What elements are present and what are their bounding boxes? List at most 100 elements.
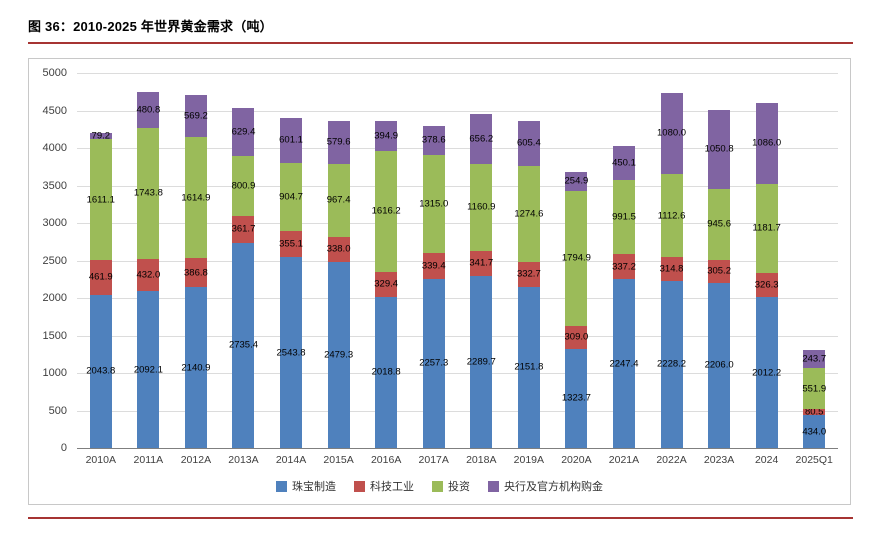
y-axis: 0 500 1000 1500 2000 2500 3000 3500 4000 4500 5000 xyxy=(29,67,73,454)
bar-segment-label: 1616.2 xyxy=(371,205,401,217)
gridline xyxy=(77,73,838,74)
bottom-divider xyxy=(28,517,853,519)
bar-segment: 1616.2 xyxy=(372,150,401,272)
bar-segment: 656.2 xyxy=(469,114,494,164)
bar-segment: 480.8 xyxy=(136,91,160,128)
legend-label: 珠宝制造 xyxy=(292,481,336,493)
bar-segment: 450.1 xyxy=(612,146,636,180)
x-tick-label: 2019A xyxy=(513,454,545,466)
bar-segment: 338.0 xyxy=(326,236,351,263)
chart-legend: 珠宝制造 科技工业 投资 央行及官方机构购金 xyxy=(29,478,850,494)
bar-segment: 339.4 xyxy=(422,253,446,279)
bar-segment: 605.4 xyxy=(516,120,541,167)
bar-segment: 904.7 xyxy=(279,162,303,231)
bar-segment: 332.7 xyxy=(517,261,541,287)
legend-swatch xyxy=(488,480,499,492)
plot-area: 2043.8 461.9 1611.1 79.2 2092.1 432.0 1743.8 48… xyxy=(77,73,838,449)
x-tick-label: 2012A xyxy=(180,454,212,466)
bar-segment-label: 2228.2 xyxy=(657,358,687,370)
x-tick-label: 2011A xyxy=(133,454,164,466)
bar-segment: 1743.8 xyxy=(134,127,163,259)
bar-segment: 991.5 xyxy=(612,179,636,255)
bar-segment-label: 656.2 xyxy=(469,133,494,145)
x-tick-label: 2022A xyxy=(656,454,687,466)
legend-item: 投资 xyxy=(432,478,470,494)
bar-segment: 2140.9 xyxy=(181,287,210,448)
y-tick-label: 1000 xyxy=(42,367,67,379)
bar-segment-label: 378.6 xyxy=(421,134,446,146)
bar-segment: 305.2 xyxy=(707,259,731,283)
bar-segment: 2247.4 xyxy=(609,279,639,448)
bar-segment-label: 2543.8 xyxy=(276,346,306,358)
bar-segment: 967.4 xyxy=(327,164,350,237)
bar-segment: 551.9 xyxy=(802,368,826,410)
bar-segment-label: 338.0 xyxy=(326,243,351,255)
bar-segment: 1611.1 xyxy=(87,139,115,261)
bar-segment-label: 2247.4 xyxy=(609,357,639,369)
bar-segment-label: 579.6 xyxy=(326,136,351,148)
bar-segment-label: 2043.8 xyxy=(86,365,116,377)
y-tick-label: 2000 xyxy=(42,292,67,304)
legend-item: 央行及官方机构购金 xyxy=(488,478,603,494)
x-tick-label: 2017A xyxy=(418,454,449,466)
bar-segment: 1315.0 xyxy=(419,154,448,254)
bar-segment-label: 2735.4 xyxy=(228,339,258,351)
bar-segment-label: 2018.8 xyxy=(371,366,401,378)
y-tick-label: 3500 xyxy=(42,179,67,192)
bar-segment-label: 800.9 xyxy=(231,179,256,191)
gridline xyxy=(77,298,838,299)
gridline xyxy=(77,373,838,374)
bar-segment-label: 1323.7 xyxy=(561,392,591,404)
bar-segment-label: 601.1 xyxy=(279,134,303,146)
bar-segment: 1614.9 xyxy=(181,137,210,259)
x-tick-label: 2016A xyxy=(370,454,402,466)
bar-segment: 461.9 xyxy=(89,260,113,295)
bar-segment: 254.9 xyxy=(565,171,588,191)
y-tick-label: 3000 xyxy=(42,217,67,229)
bar-segment: 2228.2 xyxy=(657,280,686,448)
bar-segment-label: 1086.0 xyxy=(752,137,782,149)
bar-segment-label: 629.4 xyxy=(231,126,256,138)
bar-segment: 329.4 xyxy=(374,271,398,297)
bar-segment: 326.3 xyxy=(755,272,779,298)
bar-segment-label: 2092.1 xyxy=(133,363,163,375)
bar-segment-label: 1080.0 xyxy=(657,127,687,139)
bar-segment: 800.9 xyxy=(231,155,256,216)
bar-segment-label: 2012.2 xyxy=(752,366,782,378)
bar-segment-label: 314.8 xyxy=(659,263,684,275)
y-tick-label: 0 xyxy=(60,442,67,454)
bar-segment-label: 1274.6 xyxy=(514,208,544,220)
x-tick-label: 2013A xyxy=(228,454,259,466)
bar-segment: 1794.9 xyxy=(562,190,591,326)
bar-segment-label: 355.1 xyxy=(279,238,303,250)
x-tick-label: 2025Q1 xyxy=(795,454,833,466)
bar-segment: 434.0 xyxy=(802,415,826,448)
bar-segment-label: 2206.0 xyxy=(704,359,734,371)
legend-label: 科技工业 xyxy=(370,481,414,493)
x-tick-label: 2023A xyxy=(703,454,735,466)
bar-segment: 355.1 xyxy=(279,230,303,258)
bar-segment: 601.1 xyxy=(279,117,303,163)
bar-segment: 629.4 xyxy=(231,108,256,156)
x-tick-label: 2020A xyxy=(561,454,592,466)
bar-segment: 1080.0 xyxy=(657,92,686,174)
bar-segment-label: 1315.0 xyxy=(419,198,449,210)
y-tick-label: 2500 xyxy=(42,254,67,267)
bar-segment: 1050.8 xyxy=(705,109,734,189)
bar-segment-label: 79.2 xyxy=(91,130,111,142)
bar-segment-label: 450.1 xyxy=(612,157,636,169)
bar-segment: 569.2 xyxy=(184,94,208,138)
legend-label: 央行及官方机构购金 xyxy=(504,481,603,493)
bar-segment-label: 305.2 xyxy=(707,265,731,277)
bar-segment-label: 1160.9 xyxy=(467,201,496,213)
bar-segment-label: 904.7 xyxy=(279,190,303,202)
bar-segment-label: 605.4 xyxy=(516,137,541,149)
bar-segment-label: 394.9 xyxy=(374,130,399,142)
bar-segment: 2543.8 xyxy=(277,257,306,448)
x-axis: 2010A 2011A 2012A 2013A 2014A 2015A 2016A 2017A… xyxy=(77,452,838,468)
bar-segment: 432.0 xyxy=(136,258,160,292)
bar-segment-label: 945.6 xyxy=(707,218,731,230)
bar-segment-label: 361.7 xyxy=(231,223,256,235)
bar-segment-label: 2151.8 xyxy=(514,361,544,373)
